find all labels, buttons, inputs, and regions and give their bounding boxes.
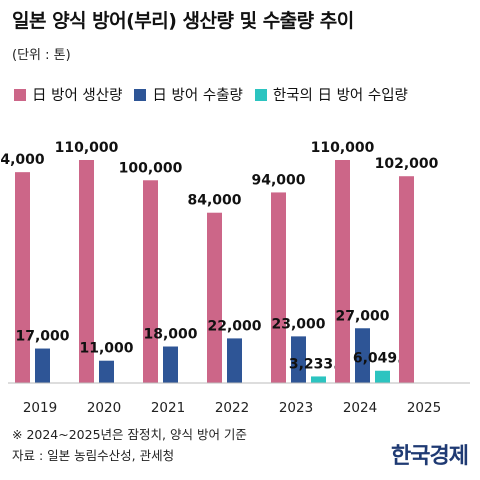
bar-production-2019 [15, 172, 30, 383]
bar-export-2019 [35, 348, 50, 383]
legend-item-export: 日 방어 수출량 [134, 84, 243, 105]
data-label-export-2024: 27,000 [335, 308, 389, 324]
data-label-production-2023: 94,000 [251, 172, 305, 188]
footnote: ※ 2024~2025년은 잠정치, 양식 방어 기준 [12, 427, 247, 442]
x-tick-label-2025: 2025 [407, 400, 441, 416]
legend: 日 방어 생산량 日 방어 수출량 한국의 日 방어 수입량 [14, 84, 420, 105]
bar-production-2025 [399, 176, 414, 383]
bar-export-2020 [99, 360, 114, 383]
data-label-export-2019: 17,000 [15, 329, 69, 345]
bar-export-2023 [291, 336, 306, 383]
data-label-production-2022: 84,000 [187, 193, 241, 209]
x-tick-label-2020: 2020 [87, 400, 121, 416]
x-tick-label-2023: 2023 [279, 400, 313, 416]
data-label-export-2021: 18,000 [143, 327, 197, 343]
data-label-export-2023: 23,000 [271, 316, 325, 332]
legend-item-import: 한국의 日 방어 수입량 [254, 84, 408, 105]
x-tick-label-2024: 2024 [343, 400, 377, 416]
legend-label-production: 日 방어 생산량 [32, 88, 123, 104]
x-tick-label-2021: 2021 [151, 400, 185, 416]
data-label-production-2021: 100,000 [119, 160, 183, 176]
data-label-import-2023: 3,233.8 [289, 356, 348, 372]
bar-production-2021 [143, 180, 158, 383]
bar-production-2022 [207, 212, 222, 383]
bar-production-2020 [79, 160, 94, 383]
legend-swatch-export [134, 88, 147, 101]
source-note: 자료 : 일본 농림수산성, 관세청 [12, 448, 175, 463]
unit-label: (단위 : 톤) [12, 48, 71, 63]
data-label-production-2025: 102,000 [375, 156, 439, 172]
data-label-export-2020: 11,000 [79, 341, 133, 357]
chart-title: 일본 양식 방어(부리) 생산량 및 수출량 추이 [12, 10, 354, 32]
bar-production-2023 [271, 192, 286, 383]
bar-production-2024 [335, 160, 350, 383]
legend-swatch-production [14, 88, 26, 101]
bar-import-2023 [311, 376, 326, 383]
legend-item-production: 日 방어 생산량 [14, 84, 122, 105]
bar-export-2022 [227, 338, 242, 383]
legend-swatch-import [254, 88, 267, 101]
bar-chart: 4,00017,0002019110,00011,0002020100,0001… [0, 140, 470, 416]
bar-import-2024 [375, 370, 390, 383]
bar-export-2021 [163, 346, 178, 383]
data-label-production-2019: 4,000 [0, 152, 45, 168]
data-label-production-2020: 110,000 [55, 140, 119, 156]
bar-export-2024 [355, 328, 370, 383]
data-label-export-2022: 22,000 [207, 318, 261, 334]
data-label-import-2024: 6,049.2 [353, 351, 412, 367]
data-label-production-2024: 110,000 [311, 140, 375, 156]
legend-label-export: 日 방어 수출량 [152, 88, 243, 104]
x-tick-label-2019: 2019 [23, 400, 57, 416]
legend-label-import: 한국의 日 방어 수입량 [272, 88, 408, 104]
publisher-logo: 한국경제 [391, 443, 469, 469]
x-tick-label-2022: 2022 [215, 400, 249, 416]
